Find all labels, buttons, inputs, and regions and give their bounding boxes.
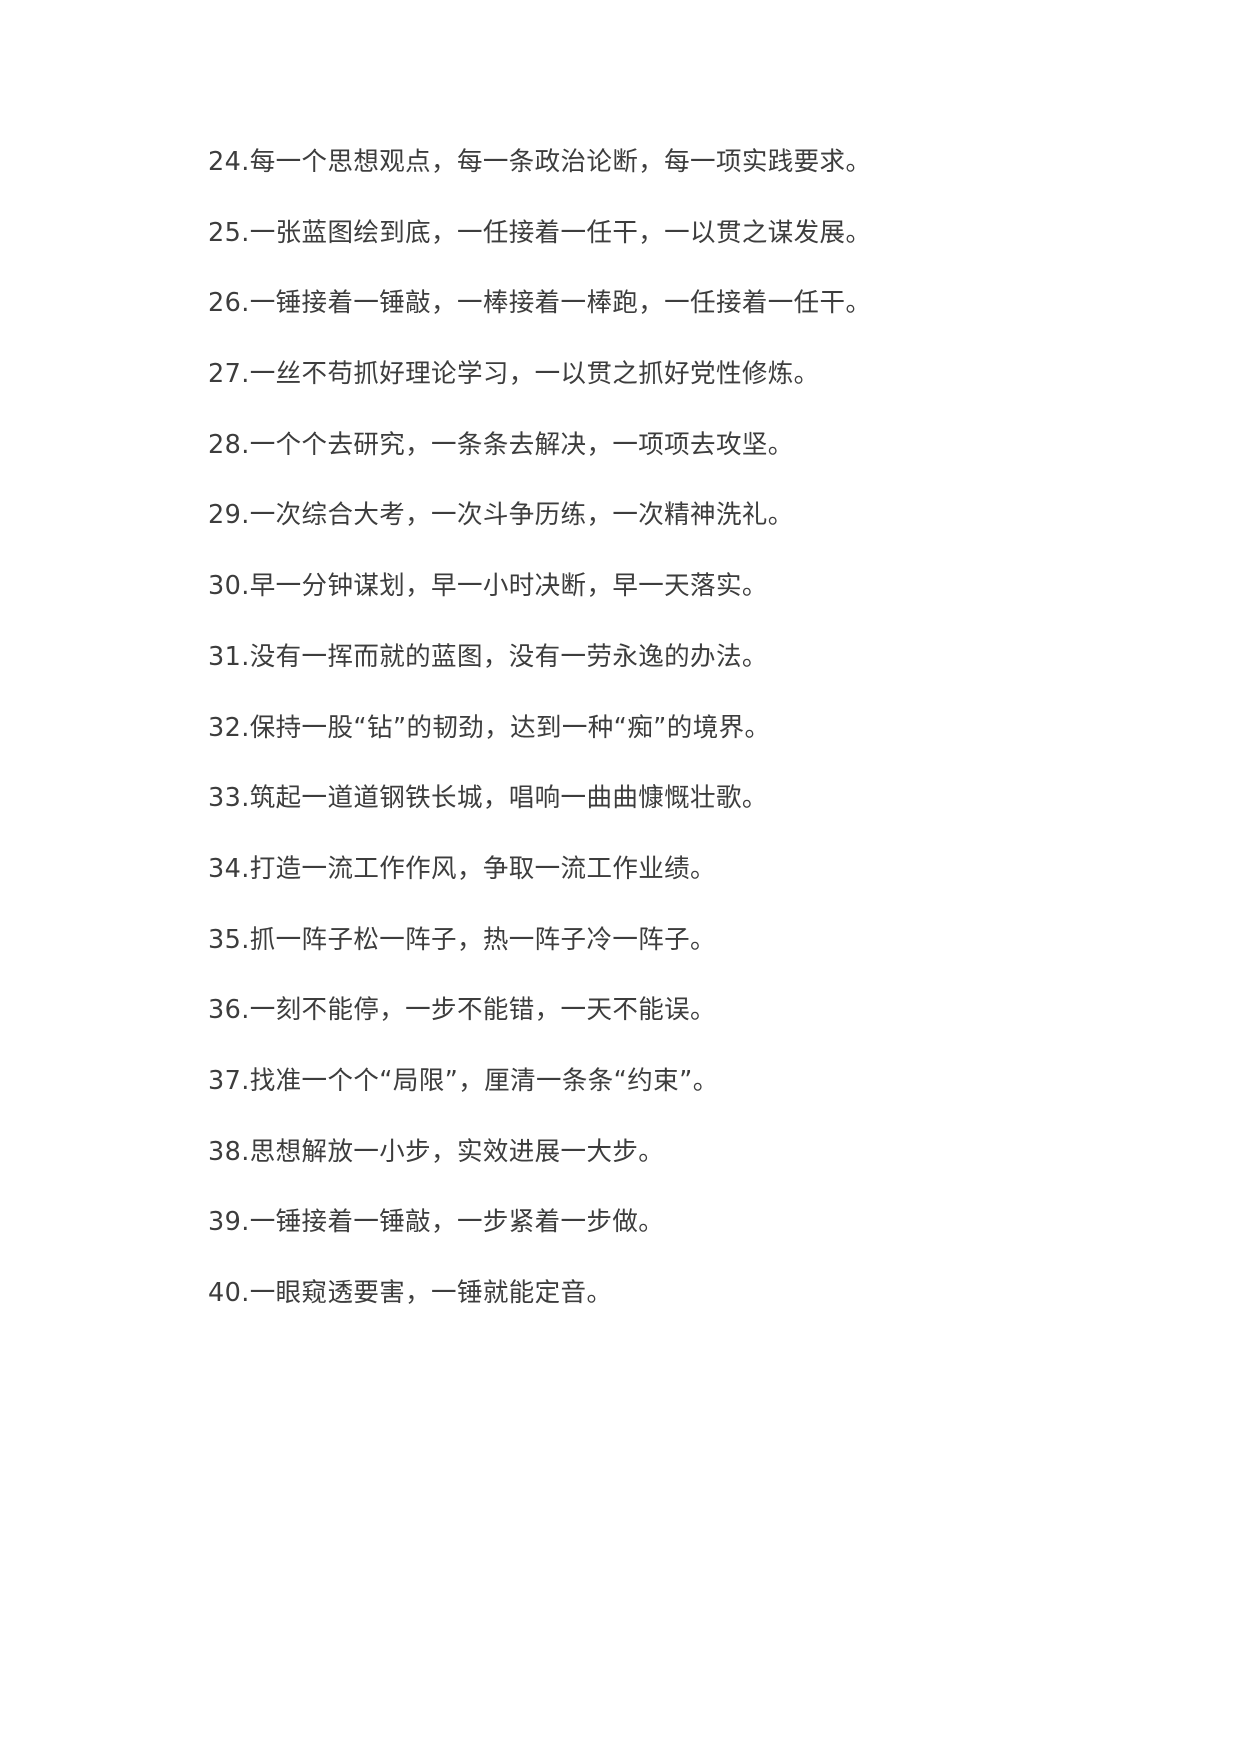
list-item: 24.每一个思想观点，每一条政治论断，每一项实践要求。 [208, 147, 872, 177]
list-item: 39.一锤接着一锤敲，一步紧着一步做。 [208, 1207, 665, 1238]
list-item: 32.保持一股“钻”的韧劲，达到一种“痴”的境界。 [208, 712, 771, 743]
list-item: 35.抓一阵子松一阵子，热一阵子冷一阵子。 [208, 924, 716, 955]
list-item: 38.思想解放一小步，实效进展一大步。 [208, 1136, 665, 1167]
list-item: 37.找准一个个“局限”，厘清一条条“约束”。 [208, 1065, 719, 1096]
numbered-phrase-list: 24.每一个思想观点，每一条政治论断，每一项实践要求。 25.一张蓝图绘到底，一… [208, 147, 1060, 1308]
list-item: 36.一刻不能停，一步不能错，一天不能误。 [208, 995, 716, 1026]
list-item: 28.一个个去研究，一条条去解决，一项项去攻坚。 [208, 429, 794, 460]
list-item: 30.早一分钟谋划，早一小时决断，早一天落实。 [208, 571, 768, 602]
list-item: 31.没有一挥而就的蓝图，没有一劳永逸的办法。 [208, 641, 768, 672]
list-item: 34.打造一流工作作风，争取一流工作业绩。 [208, 853, 716, 884]
list-item: 26.一锤接着一锤敲，一棒接着一棒跑，一任接着一任干。 [208, 288, 872, 319]
list-item: 29.一次综合大考，一次斗争历练，一次精神洗礼。 [208, 500, 794, 531]
list-item: 27.一丝不苟抓好理论学习，一以贯之抓好党性修炼。 [208, 359, 820, 390]
list-item: 25.一张蓝图绘到底，一任接着一任干，一以贯之谋发展。 [208, 217, 872, 248]
list-item: 40.一眼窥透要害，一锤就能定音。 [208, 1278, 613, 1308]
list-item: 33.筑起一道道钢铁长城，唱响一曲曲慷慨壮歌。 [208, 783, 768, 814]
